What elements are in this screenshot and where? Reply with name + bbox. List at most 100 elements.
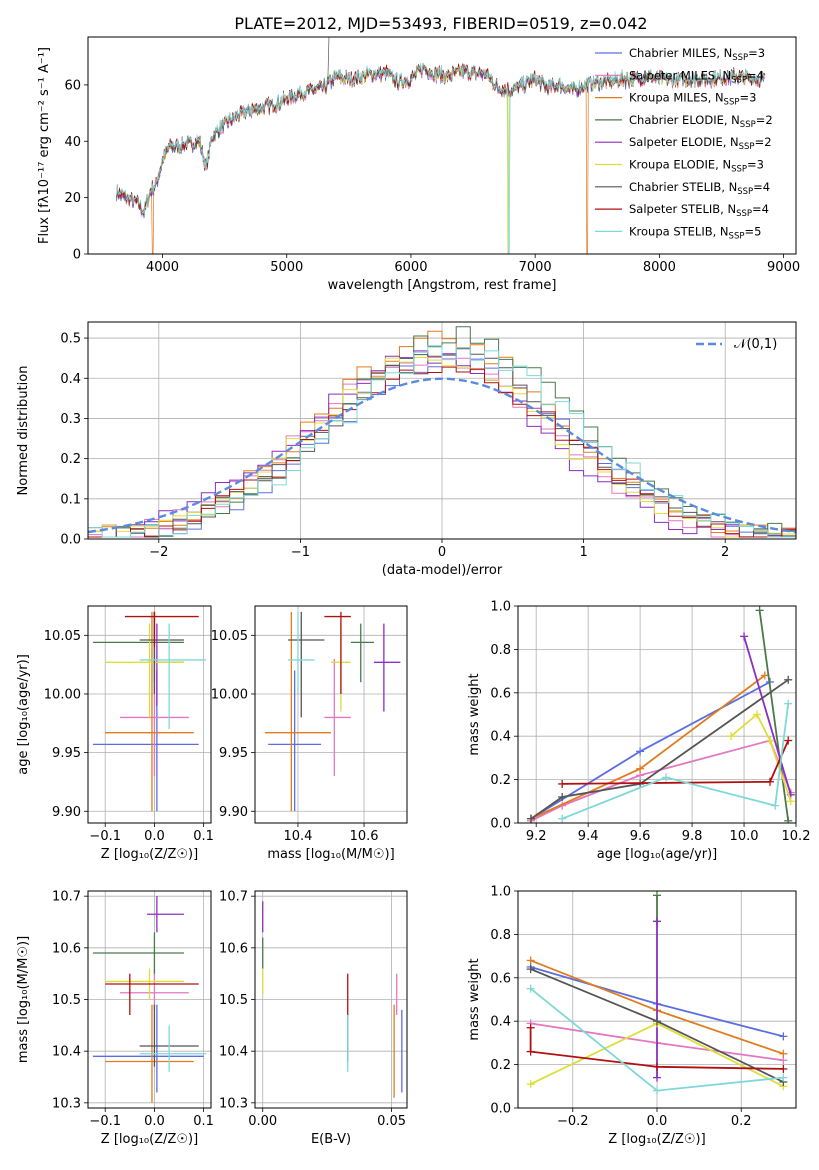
weight-marker [760, 671, 769, 680]
y-tick-label: 10.5 [219, 993, 248, 1008]
weight-marker [653, 891, 661, 900]
errorbar-point-salpeter-miles [324, 658, 351, 777]
weight-marker [653, 1062, 661, 1071]
legend-label: Salpeter STELIB, NSSP=4 [629, 202, 769, 219]
x-tick-label: −0.1 [89, 1114, 121, 1129]
weight-marker [784, 675, 793, 684]
y-tick-label: 10.05 [44, 629, 81, 644]
spectrum-line-salpeter-stelib [116, 63, 765, 214]
x-axis-label: Z [log₁₀(Z/Z☉)] [101, 847, 198, 862]
axes-frame [87, 36, 797, 255]
x-tick-label: 9.4 [578, 829, 599, 844]
axes-frame [87, 605, 212, 824]
axes-frame [254, 890, 408, 1109]
y-tick-label: 10.6 [52, 941, 81, 956]
spectrum-spike [327, 37, 330, 85]
legend-label: 𝒩(0,1) [734, 337, 777, 352]
spectrum-line-kroupa-stelib [116, 62, 766, 254]
x-tick-label: 9000 [767, 260, 800, 275]
legend: Chabrier MILES, NSSP=3 Salpeter MILES, NS… [595, 46, 773, 241]
y-tick-label: 0.6 [490, 971, 511, 986]
histogram-salpeter-miles [88, 356, 796, 538]
x-tick-label: 0.1 [193, 1114, 214, 1129]
x-tick-label: −1 [291, 545, 310, 560]
x-tick-label: 9.8 [682, 829, 703, 844]
x-tick-label: 4000 [146, 260, 179, 275]
x-tick-label: −0.2 [557, 1114, 589, 1129]
y-axis-label: mass [log₁₀(M/M☉)] [16, 936, 31, 1063]
panel-age-vs-Z: −0.1 0.0 0.1 9.90 9.95 10.00 10.05 Z [log₁₀(Z/Z… [16, 605, 214, 862]
weight-marker [653, 1086, 661, 1095]
histogram-kroupa-stelib [88, 345, 796, 538]
x-tick-label: 8000 [643, 260, 676, 275]
errorbar-point-kroupa-stelib [139, 623, 207, 730]
y-axis-label: mass weight [467, 673, 482, 755]
axes-frame [517, 605, 797, 824]
y-axis-label: mass weight [467, 958, 482, 1040]
weight-marker [779, 1064, 788, 1073]
x-tick-label: 5000 [270, 260, 303, 275]
weight-marker [766, 777, 775, 786]
plot-area [262, 901, 403, 1098]
errorbar-point-salpeter-stelib [124, 611, 199, 648]
y-tick-label: 0.3 [60, 412, 81, 427]
weight-marker [779, 1049, 788, 1058]
y-tick-label: 10.3 [219, 1096, 248, 1111]
axes-frame [87, 890, 212, 1109]
panel-age-vs-mass: 10.4 10.6 9.90 9.95 10.00 10.05 mass [log₁₀(M/… [211, 605, 408, 862]
errorbar-point-kroupa-stelib [139, 1025, 207, 1072]
x-tick-label: 9.6 [630, 829, 651, 844]
y-tick-label: 40 [64, 135, 81, 150]
y-axis-label: age [log₁₀(age/yr)] [16, 654, 31, 775]
weight-marker [526, 1023, 535, 1032]
errorbar-point-salpeter-stelib [105, 973, 199, 1015]
x-tick-label: 10.0 [730, 829, 759, 844]
weight-marker [653, 917, 661, 926]
weight-series-kroupa-stelib [526, 984, 788, 1095]
panel-residual-hist: −2 −1 0 1 2 0.0 0.1 0.2 0.3 0.4 0.5 (data-model)/er… [16, 321, 797, 578]
weight-marker [558, 779, 567, 788]
plot-area [88, 326, 796, 538]
weight-series-chabrier-elodie [755, 606, 793, 823]
weight-marker [766, 736, 775, 745]
panel-spectrum: 4000 5000 6000 7000 8000 9000 0 20 40 60 wavelengt… [37, 36, 800, 293]
x-tick-label: 0.1 [193, 829, 214, 844]
y-tick-label: 10.7 [52, 890, 81, 905]
plot-area [526, 891, 788, 1095]
x-axis-label: Z [log₁₀(Z/Z☉)] [608, 1132, 705, 1147]
y-tick-label: 0.0 [490, 1102, 511, 1117]
y-tick-label: 9.95 [219, 746, 248, 761]
plot-area [92, 611, 207, 812]
weight-marker [526, 984, 535, 993]
x-axis-label: mass [log₁₀(M/M☉)] [267, 847, 394, 862]
plot-area [526, 606, 795, 823]
y-tick-label: 0.4 [490, 730, 511, 745]
y-tick-label: 0.5 [60, 332, 81, 347]
legend-label: Chabrier STELIB, NSSP=4 [629, 180, 770, 197]
y-tick-label: 60 [64, 78, 81, 93]
errorbar-point-kroupa-stelib [288, 611, 315, 694]
x-tick-label: 0 [438, 545, 446, 560]
weight-marker [526, 956, 535, 965]
y-tick-label: 10.7 [219, 890, 248, 905]
y-tick-label: 0.4 [60, 372, 81, 387]
errorbar-point-chabrier-stelib [288, 611, 325, 718]
x-tick-label: 0.0 [144, 829, 165, 844]
plot-area [116, 37, 766, 254]
weight-line [529, 1027, 784, 1070]
weight-marker [662, 773, 671, 782]
axes-frame [87, 321, 797, 540]
weight-line [758, 610, 790, 821]
panel-massweight-vs-age: 9.2 9.4 9.6 9.8 10.0 10.2 0.0 0.2 0.4 0.6 0.8 1.0 ag… [467, 600, 810, 863]
y-tick-label: 10.4 [52, 1045, 81, 1060]
weight-marker [784, 736, 793, 745]
histogram-chabrier-stelib [88, 348, 796, 538]
weight-marker [786, 797, 795, 806]
y-tick-label: 9.90 [219, 805, 248, 820]
legend-label: Chabrier ELODIE, NSSP=2 [629, 113, 773, 130]
errorbar-point-salpeter-miles [119, 968, 189, 1010]
weight-marker [755, 606, 764, 615]
weight-line [561, 703, 790, 820]
y-tick-label: 1.0 [490, 600, 511, 615]
